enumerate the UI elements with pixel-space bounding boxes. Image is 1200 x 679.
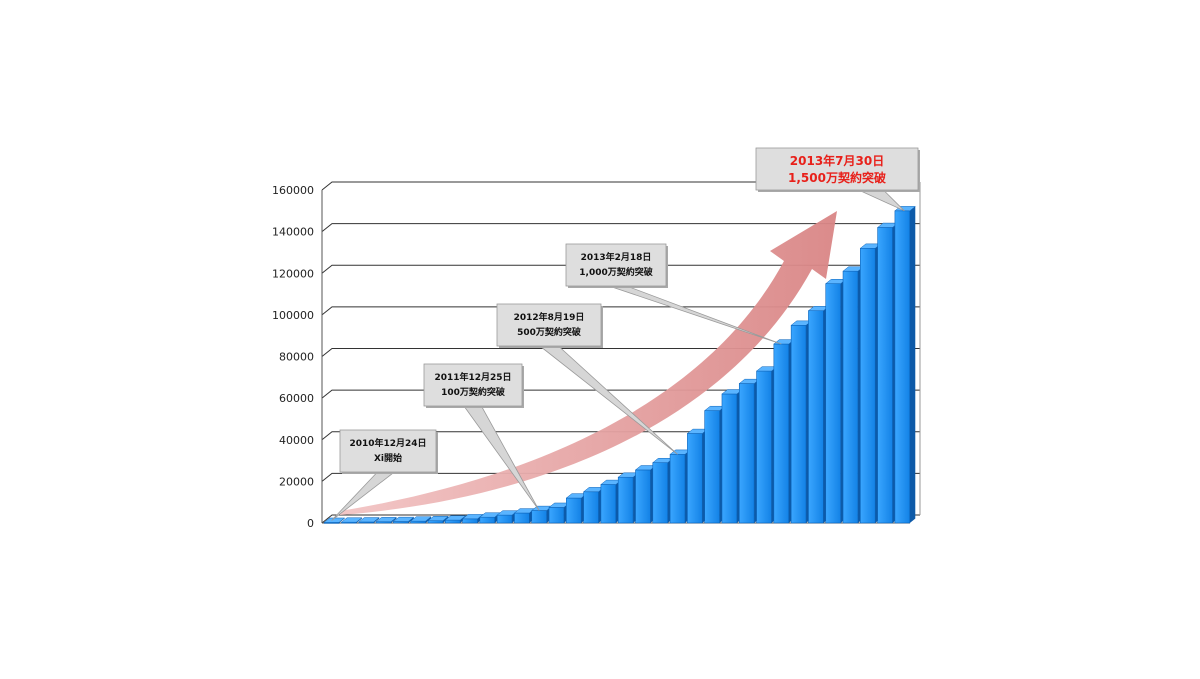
bar-front [600,484,617,524]
callout-line2: 1,500万契約突破 [788,170,886,185]
bar-front [496,514,513,524]
bar-front [842,270,859,524]
callout-line2: 1,000万契約突破 [579,266,653,278]
bar-side [909,206,916,523]
bar-top [392,516,415,522]
bar-front [756,370,772,524]
bars-layer [323,206,917,524]
y-tick-label: 80000 [279,351,314,364]
bar-top [323,517,346,523]
bar-front [790,324,807,524]
trend-arrow [340,211,837,515]
callout-line2: 100万契約突破 [441,386,506,398]
bar-front [773,343,790,524]
bar-front [738,383,755,524]
bar-front [444,519,461,524]
trend-arrow-layer [340,211,837,515]
bar [409,516,432,524]
callout-layer: 2010年12月24日Xi開始2011年12月25日100万契約突破2012年8… [331,147,920,521]
bar [358,517,380,524]
grid-layer [321,181,921,524]
callout-line1: 2010年12月24日 [349,437,426,449]
bar-top [375,517,398,523]
callout-line1: 2011年12月25日 [434,371,511,383]
bar-front [427,520,444,524]
bar [773,339,795,524]
callout: 2013年2月18日 1,000万契約突破 [565,243,782,345]
bar-front [721,393,738,524]
bar [323,517,346,524]
bar-front [704,410,720,524]
bar [375,517,398,524]
callout: 2013年7月30日 1,500万契約突破 [755,147,920,212]
bar-front [583,491,599,524]
y-tick-label: 20000 [279,475,314,488]
y-tick-label: 160000 [272,184,314,197]
gridline [321,181,920,191]
callout-box [339,429,437,473]
bar-top [427,516,450,521]
bar-front [531,510,547,524]
bar-front [462,518,478,524]
bar-top [444,515,467,521]
y-tick-label: 140000 [272,226,314,239]
bar-front [617,476,634,524]
bar-front [548,507,565,524]
callout: 2011年12月25日 100万契約突破 [423,363,540,511]
bar-front [410,520,426,524]
y-tick-label: 120000 [272,267,314,280]
callout-pointer [856,188,905,212]
y-tick-label: 60000 [279,392,314,405]
bar-top [358,517,380,523]
y-tick-label: 40000 [279,434,314,447]
bar-front [479,516,496,524]
bar-front [566,497,582,524]
bar-front [635,469,651,524]
callout-line2: 500万契約突破 [517,326,582,338]
bar-front [652,462,668,524]
callout-line1: 2013年7月30日 [790,153,884,168]
y-tick-label: 0 [307,517,314,530]
bar-front [514,512,530,524]
callout: 2010年12月24日 Xi開始 [331,429,438,521]
bar-side [408,517,414,523]
bar-front [669,454,686,524]
gridline [321,264,920,274]
callout-box [496,303,602,347]
callout: 2012年8月19日 500万契約突破 [496,303,678,455]
bar-top [409,516,432,522]
y-tick-label: 100000 [272,309,314,322]
bar-side [425,516,432,523]
bar-front [860,247,876,524]
callout-box [755,147,919,191]
callout-line1: 2012年8月19日 [514,311,585,323]
bar-front [687,433,703,524]
bar [340,517,363,524]
bar [894,206,917,524]
callout-line1: 2013年2月18日 [581,251,652,263]
callout-line2: Xi開始 [374,452,402,464]
gridline [321,223,920,233]
bar-top [340,517,363,523]
callout-pointer [331,470,397,521]
callout-pointer [462,404,540,511]
callout-box [423,363,523,407]
bar [427,516,450,524]
bar-front [877,227,893,524]
bar [392,516,415,524]
bar-front [808,310,824,524]
bar-front [825,283,841,524]
bar-front [894,210,911,524]
gridline [321,389,920,399]
gridline [321,306,920,316]
callout-box [565,243,667,287]
